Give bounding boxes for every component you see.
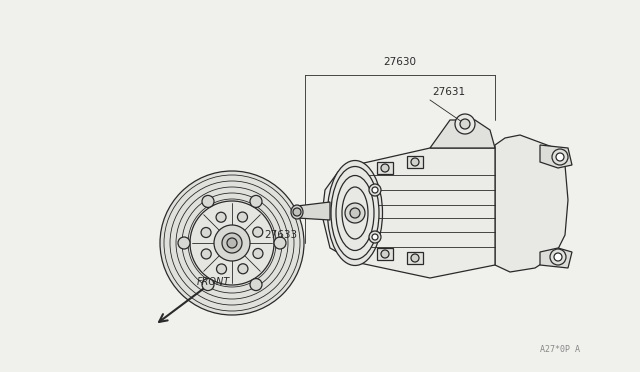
- Circle shape: [372, 187, 378, 193]
- Circle shape: [214, 225, 250, 261]
- Circle shape: [237, 212, 248, 222]
- Circle shape: [216, 264, 227, 274]
- Circle shape: [190, 201, 274, 285]
- Circle shape: [369, 231, 381, 243]
- Text: 27631: 27631: [432, 87, 465, 97]
- Polygon shape: [540, 248, 572, 268]
- Circle shape: [202, 195, 214, 208]
- Circle shape: [253, 248, 263, 259]
- Text: 27633: 27633: [264, 230, 297, 240]
- Circle shape: [381, 250, 389, 258]
- Polygon shape: [407, 156, 423, 168]
- Circle shape: [345, 203, 365, 223]
- Polygon shape: [377, 248, 393, 260]
- Polygon shape: [322, 148, 495, 278]
- Text: FRONT: FRONT: [197, 277, 230, 287]
- Polygon shape: [430, 120, 495, 148]
- Circle shape: [381, 164, 389, 172]
- Circle shape: [201, 249, 211, 259]
- Circle shape: [455, 114, 475, 134]
- Ellipse shape: [291, 205, 303, 219]
- Circle shape: [216, 212, 226, 222]
- Circle shape: [369, 184, 381, 196]
- Circle shape: [222, 233, 242, 253]
- Circle shape: [550, 249, 566, 265]
- Circle shape: [178, 237, 190, 249]
- Circle shape: [227, 238, 237, 248]
- Circle shape: [293, 208, 301, 216]
- Circle shape: [554, 253, 562, 261]
- Circle shape: [552, 149, 568, 165]
- Circle shape: [372, 234, 378, 240]
- Circle shape: [202, 279, 214, 291]
- Circle shape: [238, 264, 248, 274]
- Circle shape: [556, 153, 564, 161]
- Ellipse shape: [331, 167, 379, 260]
- Circle shape: [411, 254, 419, 262]
- Circle shape: [250, 279, 262, 291]
- Text: 27630: 27630: [383, 57, 417, 67]
- Circle shape: [411, 158, 419, 166]
- Circle shape: [460, 119, 470, 129]
- Polygon shape: [407, 252, 423, 264]
- Circle shape: [350, 208, 360, 218]
- Ellipse shape: [328, 160, 383, 266]
- Polygon shape: [495, 135, 568, 272]
- Circle shape: [250, 195, 262, 208]
- Ellipse shape: [342, 187, 368, 239]
- Circle shape: [253, 227, 263, 237]
- Text: A27*0P A: A27*0P A: [540, 345, 580, 354]
- Polygon shape: [377, 162, 393, 174]
- Polygon shape: [297, 202, 330, 220]
- Polygon shape: [540, 145, 572, 168]
- Ellipse shape: [336, 176, 374, 250]
- Circle shape: [201, 228, 211, 237]
- Circle shape: [160, 171, 304, 315]
- Circle shape: [274, 237, 286, 249]
